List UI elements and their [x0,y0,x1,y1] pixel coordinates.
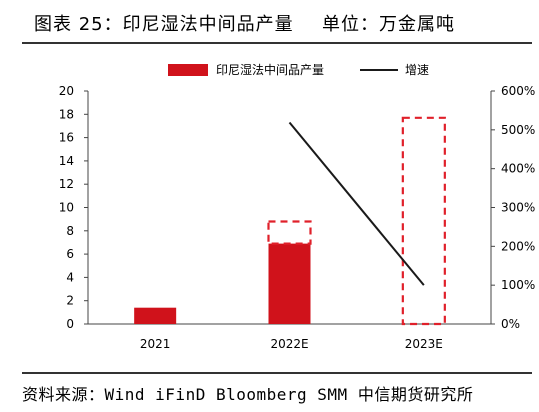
left-tick-label: 4 [66,270,74,284]
left-tick-label: 8 [66,224,74,238]
x-tick-label: 2021 [140,337,171,351]
left-tick-label: 0 [66,317,74,331]
left-tick-label: 6 [66,247,74,261]
left-tick-label: 16 [59,131,74,145]
unit-label: 单位：万金属吨 [322,14,455,35]
x-tick-label: 2023E [405,337,443,351]
growth-line [288,121,425,286]
right-tick-label: 200% [501,239,535,253]
figure-header: 图表 25：印尼湿法中间品产量 单位：万金属吨 [0,0,539,42]
bar-projected-outline [267,220,312,245]
left-tick-label: 18 [59,107,74,121]
right-tick-label: 100% [501,278,535,292]
bar-line-chart: 024681012141618200%100%200%300%400%500%6… [59,62,536,351]
top-divider [22,42,532,44]
bar-actual [134,307,177,324]
bar-projected-outline [401,116,446,326]
left-tick-label: 10 [59,201,74,215]
legend-line-label: 增速 [405,63,429,77]
left-tick-label: 2 [66,294,74,308]
left-tick-label: 12 [59,177,74,191]
right-tick-label: 0% [501,317,520,331]
right-tick-label: 300% [501,201,535,215]
left-tick-label: 20 [59,84,74,98]
source-note: 资料来源：Wind iFinD Bloomberg SMM 中信期货研究所 [22,385,474,404]
left-tick-label: 14 [59,154,74,168]
figure-title: 图表 25：印尼湿法中间品产量 [34,14,294,35]
legend-bar-swatch [168,64,208,76]
right-tick-label: 500% [501,123,535,137]
right-tick-label: 600% [501,84,535,98]
bar-actual [268,243,311,324]
right-tick-label: 400% [501,162,535,176]
bottom-divider [22,372,532,374]
legend-bar-label: 印尼湿法中间品产量 [216,62,324,77]
x-tick-label: 2022E [270,337,308,351]
